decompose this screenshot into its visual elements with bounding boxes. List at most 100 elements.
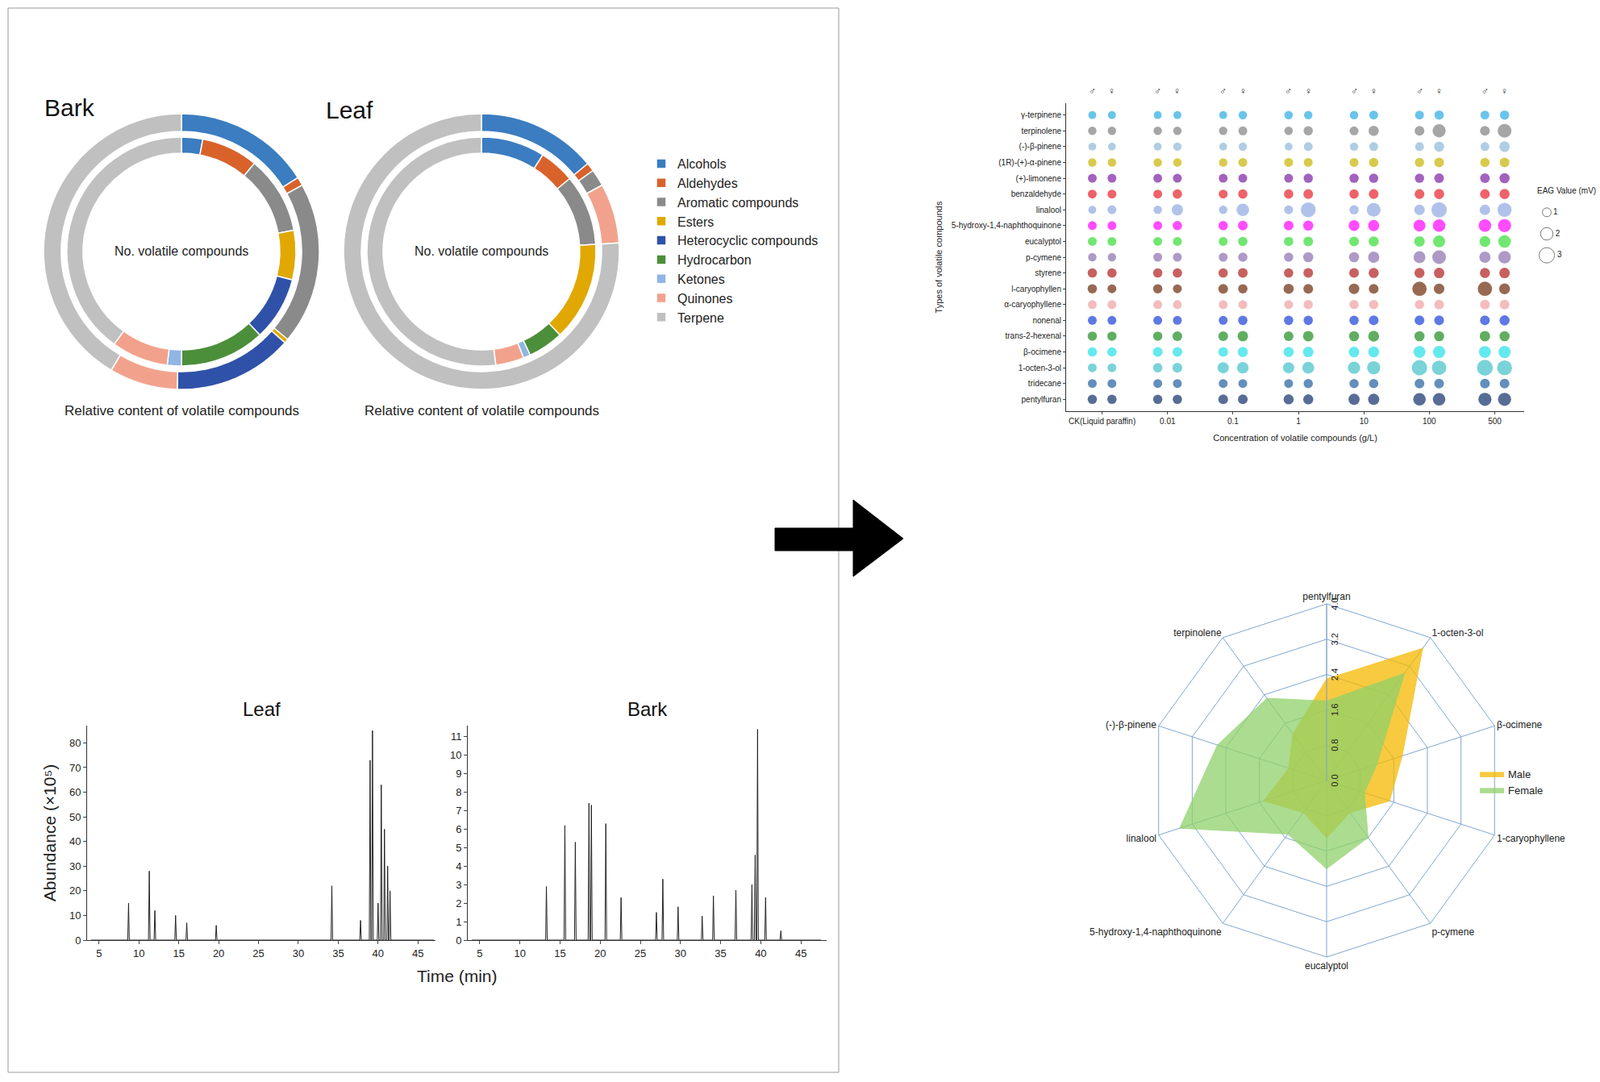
svg-text:(-)-β-pinene: (-)-β-pinene: [1019, 141, 1063, 151]
svg-text:0: 0: [75, 934, 81, 947]
svg-text:10: 10: [133, 947, 145, 960]
svg-text:2.4: 2.4: [1329, 668, 1340, 681]
svg-text:Female: Female: [1508, 784, 1543, 797]
svg-text:50: 50: [69, 811, 81, 824]
svg-text:p-cymene: p-cymene: [1431, 926, 1475, 938]
svg-text:11: 11: [450, 730, 463, 743]
svg-text:60: 60: [69, 786, 81, 799]
svg-text:♀: ♀: [1239, 85, 1247, 97]
svg-text:8: 8: [455, 786, 462, 799]
svg-text:1-octen-3-ol: 1-octen-3-ol: [1431, 627, 1484, 639]
svg-text:1.6: 1.6: [1329, 704, 1340, 717]
svg-text:Leaf: Leaf: [242, 698, 281, 721]
svg-text:5: 5: [476, 947, 483, 960]
svg-text:30: 30: [675, 947, 687, 960]
svg-text:l-caryophyllen: l-caryophyllen: [1011, 284, 1062, 294]
svg-text:0.1: 0.1: [1227, 416, 1239, 426]
svg-text:(-)-β-pinene: (-)-β-pinene: [1105, 719, 1157, 731]
svg-text:30: 30: [292, 947, 305, 960]
svg-text:(1R)-(+)-α-pinene: (1R)-(+)-α-pinene: [998, 158, 1062, 167]
svg-text:1: 1: [455, 916, 462, 929]
svg-text:10: 10: [1359, 416, 1370, 426]
svg-text:trans-2-hexenal: trans-2-hexenal: [1005, 331, 1062, 341]
svg-text:4.0: 4.0: [1329, 597, 1340, 610]
svg-text:♂: ♂: [1219, 85, 1227, 97]
svg-text:15: 15: [554, 947, 566, 960]
svg-text:No. volatile compounds: No. volatile compounds: [414, 244, 549, 259]
svg-text:Alcohols: Alcohols: [677, 157, 726, 171]
svg-text:5: 5: [455, 841, 462, 855]
svg-text:1-caryophyllene: 1-caryophyllene: [1496, 833, 1566, 845]
svg-text:EAG Value (mV): EAG Value (mV): [1537, 186, 1596, 196]
svg-text:70: 70: [69, 762, 81, 775]
svg-text:Esters: Esters: [677, 215, 714, 230]
svg-text:Ketones: Ketones: [677, 272, 725, 287]
svg-text:100: 100: [1422, 416, 1437, 426]
svg-text:♀: ♀: [1304, 85, 1313, 97]
svg-text:(+)-limonene: (+)-limonene: [1016, 174, 1063, 184]
svg-text:3: 3: [1557, 250, 1563, 259]
svg-text:80: 80: [69, 737, 81, 750]
svg-text:5: 5: [95, 947, 102, 960]
svg-text:7: 7: [455, 804, 462, 817]
svg-text:♂: ♂: [1284, 85, 1292, 97]
svg-text:5-hydroxy-1,4-naphthoquinone: 5-hydroxy-1,4-naphthoquinone: [1089, 926, 1222, 938]
svg-text:♀: ♀: [1173, 85, 1181, 97]
svg-text:Quinones: Quinones: [677, 291, 734, 306]
svg-text:♂: ♂: [1481, 85, 1489, 97]
svg-text:1: 1: [1553, 207, 1559, 217]
svg-text:25: 25: [252, 947, 264, 960]
svg-text:Bark: Bark: [627, 698, 668, 721]
svg-text:45: 45: [412, 947, 424, 960]
svg-text:20: 20: [594, 947, 606, 960]
svg-text:♀: ♀: [1370, 85, 1378, 97]
svg-text:♂: ♂: [1350, 85, 1359, 97]
svg-text:Abundance (×10⁵): Abundance (×10⁵): [40, 764, 59, 902]
svg-text:Aldehydes: Aldehydes: [677, 176, 738, 191]
svg-text:♂: ♂: [1154, 85, 1162, 97]
svg-text:β-ocimene: β-ocimene: [1496, 719, 1543, 731]
svg-text:9: 9: [455, 767, 462, 780]
svg-text:1: 1: [1295, 416, 1301, 426]
svg-text:10: 10: [513, 947, 525, 960]
svg-text:2: 2: [1555, 229, 1561, 238]
svg-text:♂: ♂: [1088, 85, 1096, 97]
svg-text:20: 20: [212, 947, 225, 960]
svg-text:3: 3: [455, 879, 462, 892]
svg-text:benzaldehyde: benzaldehyde: [1011, 189, 1063, 199]
svg-text:4: 4: [455, 860, 462, 873]
svg-text:♀: ♀: [1108, 85, 1116, 97]
svg-text:25: 25: [634, 947, 646, 960]
svg-text:20: 20: [69, 884, 81, 897]
svg-text:10: 10: [69, 909, 81, 922]
svg-text:eucalyptol: eucalyptol: [1304, 960, 1349, 972]
svg-text:CK(Liquid paraffin): CK(Liquid paraffin): [1068, 416, 1136, 426]
svg-text:pentylfuran: pentylfuran: [1302, 591, 1350, 603]
svg-text:0.0: 0.0: [1329, 774, 1340, 787]
svg-text:terpinolene: terpinolene: [1021, 126, 1063, 136]
svg-text:β-ocimene: β-ocimene: [1023, 347, 1062, 357]
svg-text:Leaf: Leaf: [325, 96, 374, 124]
svg-text:10: 10: [450, 749, 462, 762]
svg-text:40: 40: [754, 947, 767, 960]
svg-text:♂: ♂: [1416, 85, 1424, 97]
svg-text:α-caryophyllene: α-caryophyllene: [1004, 300, 1062, 309]
svg-text:Heterocyclic compounds: Heterocyclic compounds: [677, 233, 818, 248]
svg-text:500: 500: [1487, 416, 1502, 426]
svg-text:15: 15: [172, 947, 184, 960]
svg-text:Concentration of volatile comp: Concentration of volatile compounds (g/L…: [1212, 433, 1378, 443]
svg-text:2: 2: [455, 897, 462, 910]
svg-text:35: 35: [714, 947, 726, 960]
svg-text:terpinolene: terpinolene: [1173, 627, 1222, 639]
svg-text:Types of volatile compounds: Types of volatile compounds: [933, 200, 944, 313]
svg-text:1-octen-3-ol: 1-octen-3-ol: [1018, 363, 1062, 373]
svg-text:eucalyptol: eucalyptol: [1025, 237, 1062, 246]
svg-text:No. volatile compounds: No. volatile compounds: [114, 244, 249, 259]
svg-text:0.01: 0.01: [1159, 416, 1176, 426]
svg-text:p-cymene: p-cymene: [1025, 253, 1062, 263]
svg-text:linalool: linalool: [1036, 205, 1062, 215]
svg-text:Hydrocarbon: Hydrocarbon: [677, 253, 752, 267]
svg-text:Bark: Bark: [44, 94, 96, 121]
svg-text:6: 6: [455, 823, 462, 836]
svg-text:30: 30: [69, 860, 81, 873]
